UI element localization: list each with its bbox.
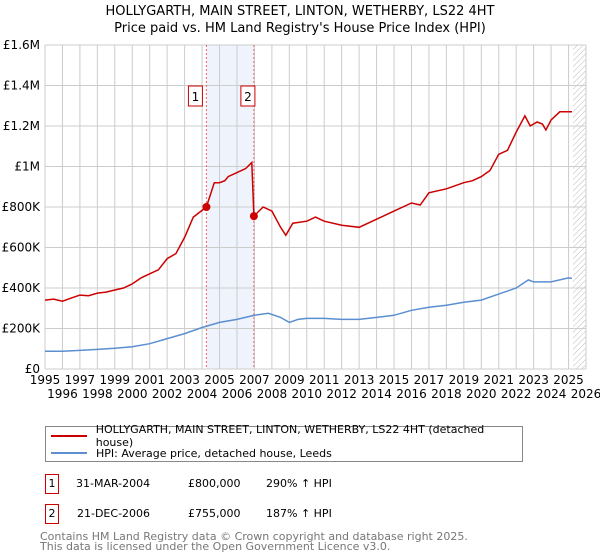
x-tick-label: 2001	[134, 373, 165, 387]
x-tick-label: 1997	[65, 373, 96, 387]
legend-swatch-hpi	[51, 452, 87, 454]
x-tick-label: 2004	[187, 387, 218, 401]
legend-swatch-property	[51, 435, 87, 437]
x-tick-label: 2017	[414, 373, 445, 387]
sale-hpi-change: 290% ↑ HPI	[266, 477, 332, 490]
x-tick-label: 2011	[309, 373, 340, 387]
footer-licence: This data is licensed under the Open Gov…	[40, 540, 391, 553]
chart-subtitle: Price paid vs. HM Land Registry's House …	[114, 21, 486, 36]
hpi-line	[45, 277, 573, 352]
x-tick-label: 2008	[257, 387, 288, 401]
sale-row-1: 1 31-MAR-2004 £800,000 290% ↑ HPI	[45, 474, 600, 494]
x-tick-label: 2009	[274, 373, 305, 387]
y-tick-label: £1.4M	[3, 79, 40, 93]
x-tick-label: 2021	[483, 373, 514, 387]
y-tick-label: £200K	[2, 322, 42, 336]
x-tick-label: 2024	[536, 387, 567, 401]
x-tick-label: 2010	[292, 387, 323, 401]
footer-copyright: Contains HM Land Registry data © Crown c…	[40, 530, 468, 543]
y-tick-label: £1.6M	[3, 38, 40, 52]
sale-hpi-change: 187% ↑ HPI	[266, 507, 332, 520]
legend-label-hpi: HPI: Average price, detached house, Leed…	[96, 446, 332, 460]
x-tick-label: 2013	[344, 373, 375, 387]
x-tick-label: 2018	[431, 387, 462, 401]
sale-row-2: 2 21-DEC-2006 £755,000 187% ↑ HPI	[45, 504, 600, 524]
sale-date: 21-DEC-2006	[77, 507, 151, 520]
x-tick-label: 2025	[553, 373, 584, 387]
sale-point	[249, 212, 258, 221]
x-tick-label: 2015	[379, 373, 410, 387]
sale-price: £755,000	[188, 507, 241, 520]
x-tick-label: 1996	[47, 387, 78, 401]
chart-title: HOLLYGARTH, MAIN STREET, LINTON, WETHERB…	[105, 4, 495, 19]
y-tick-label: £400K	[2, 281, 42, 295]
x-tick-label: 1998	[82, 387, 113, 401]
sale-marker-label: 2	[244, 90, 252, 104]
sale-point	[202, 203, 211, 211]
y-tick-label: £600K	[2, 241, 42, 255]
x-tick-label: 2019	[449, 373, 480, 387]
sale-price: £800,000	[188, 477, 241, 490]
property-price-line	[44, 111, 572, 302]
x-tick-label: 2016	[396, 387, 427, 401]
x-tick-label: 2026	[571, 387, 600, 401]
x-tick-label: 2000	[117, 387, 148, 401]
y-tick-label: £800K	[2, 200, 42, 214]
sale-marker-label: 1	[192, 90, 200, 104]
sale-badge: 1	[45, 474, 59, 494]
x-tick-label: 2023	[518, 373, 549, 387]
legend-label-property: HOLLYGARTH, MAIN STREET, LINTON, WETHERB…	[95, 423, 485, 449]
legend: HOLLYGARTH, MAIN STREET, LINTON, WETHERB…	[45, 423, 523, 462]
sale-date: 31-MAR-2004	[76, 477, 151, 490]
plot-area: 1995199619971998199920002001200220032004…	[2, 38, 600, 401]
x-tick-label: 2005	[204, 373, 235, 387]
x-tick-label: 2002	[152, 387, 183, 401]
y-tick-label: £1.2M	[3, 119, 40, 133]
sale-marker-box	[240, 85, 256, 107]
y-tick-label: £0	[25, 362, 40, 376]
y-tick-label: £1M	[14, 160, 40, 174]
sale-badge: 2	[45, 504, 59, 524]
x-tick-label: 2003	[169, 373, 200, 387]
sale-marker-box	[187, 85, 203, 107]
x-tick-label: 2006	[222, 387, 253, 401]
x-tick-label: 2020	[466, 387, 497, 401]
x-tick-label: 2007	[239, 373, 270, 387]
x-tick-label: 2014	[361, 387, 392, 401]
x-tick-label: 1999	[100, 373, 131, 387]
x-tick-label: 1995	[30, 373, 61, 387]
x-tick-label: 2022	[501, 387, 532, 401]
x-tick-label: 2012	[326, 387, 357, 401]
